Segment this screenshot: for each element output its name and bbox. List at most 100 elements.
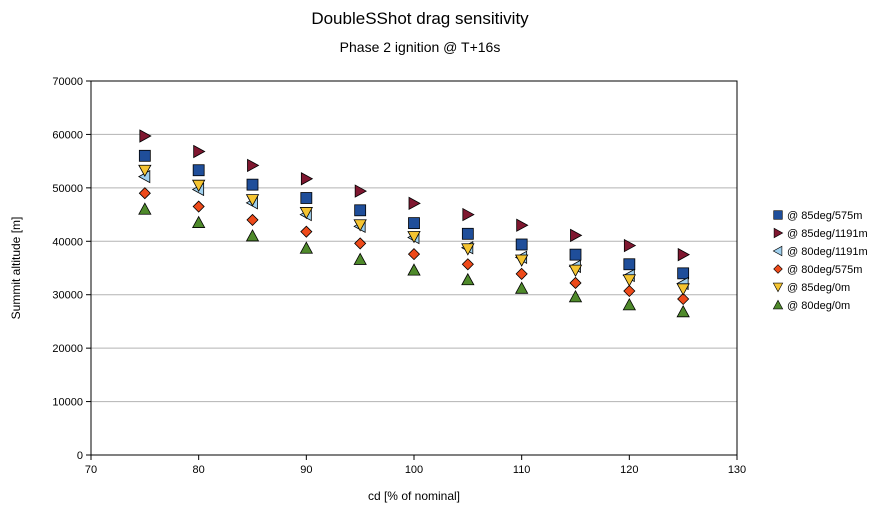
- data-point: [353, 252, 367, 265]
- data-point: [138, 187, 151, 200]
- legend-marker: [772, 299, 784, 310]
- data-point: [407, 263, 421, 276]
- legend-item: @ 80deg/1191m: [772, 245, 868, 258]
- y-axis-ticks: 0 10000 20000 30000 40000 50000 60000 70000: [52, 76, 91, 462]
- data-point: [514, 281, 529, 294]
- data-point: [246, 213, 259, 226]
- legend-label: @ 85deg/1191m: [787, 228, 868, 240]
- series-4: [138, 164, 690, 296]
- y-tick-label: 30000: [52, 290, 83, 302]
- y-tick-label: 20000: [52, 343, 83, 355]
- data-point: [139, 129, 152, 143]
- data-point: [245, 229, 260, 242]
- data-point: [300, 225, 313, 238]
- data-point: [569, 248, 582, 261]
- x-tick-label: 100: [405, 464, 423, 476]
- data-point: [515, 267, 528, 280]
- legend-marker: [773, 264, 783, 274]
- y-tick-label: 70000: [52, 76, 83, 88]
- data-point: [192, 200, 205, 213]
- x-tick-label: 120: [620, 464, 638, 476]
- data-point: [570, 228, 583, 243]
- legend-marker-group: [773, 227, 784, 239]
- data-point: [408, 217, 420, 230]
- y-tick-label: 0: [77, 450, 83, 462]
- legend-item: @ 85deg/575m: [773, 210, 862, 222]
- data-point: [461, 227, 474, 240]
- legend-label: @ 80deg/1191m: [787, 246, 868, 258]
- legend-marker: [773, 227, 784, 239]
- y-axis-label: Summit altitude [m]: [9, 217, 23, 320]
- data-point: [193, 144, 206, 159]
- data-point: [138, 164, 152, 178]
- data-point: [677, 247, 691, 262]
- legend-label: @ 85deg/575m: [787, 210, 862, 222]
- data-point: [514, 254, 529, 267]
- x-tick-label: 70: [85, 464, 97, 476]
- data-point: [622, 298, 637, 311]
- data-point: [568, 264, 583, 277]
- data-point: [461, 258, 474, 271]
- data-point: [192, 164, 205, 177]
- data-point: [138, 149, 151, 162]
- data-point: [354, 184, 368, 198]
- series-3: [138, 187, 690, 306]
- legend-item: @ 85deg/0m: [772, 282, 850, 294]
- legend-label: @ 85deg/0m: [787, 282, 850, 294]
- y-tick-label: 40000: [52, 236, 83, 248]
- data-point: [247, 158, 260, 173]
- y-tick-label: 10000: [52, 397, 83, 409]
- data-point: [191, 179, 206, 193]
- legend-item: @ 80deg/575m: [773, 264, 862, 276]
- data-point: [408, 196, 421, 211]
- legend-marker-group: [773, 264, 783, 274]
- data-point: [191, 215, 206, 228]
- data-point: [300, 172, 314, 186]
- data-point: [246, 178, 259, 191]
- chart-title: DoubleSShot drag sensitivity: [311, 9, 529, 28]
- data-point: [353, 219, 367, 232]
- data-point: [354, 237, 367, 250]
- legend-item: @ 80deg/0m: [772, 299, 850, 312]
- data-point: [676, 304, 690, 318]
- legend-marker: [772, 245, 783, 257]
- series-0: [138, 149, 690, 280]
- x-axis-label: cd [% of nominal]: [368, 489, 460, 503]
- data-point: [299, 241, 314, 254]
- legend-item: @ 85deg/1191m: [773, 227, 868, 240]
- chart-subtitle: Phase 2 ignition @ T+16s: [340, 39, 501, 55]
- series-1: [139, 129, 691, 262]
- data-point: [623, 284, 636, 298]
- legend-label: @ 80deg/575m: [787, 264, 862, 276]
- x-tick-label: 80: [193, 464, 205, 476]
- legend-marker: [772, 282, 784, 293]
- y-tick-label: 50000: [52, 183, 83, 195]
- legend-label: @ 80deg/0m: [787, 300, 850, 312]
- data-point: [299, 207, 314, 220]
- data-point: [677, 267, 690, 280]
- data-point: [623, 238, 637, 253]
- data-point: [245, 194, 260, 207]
- legend-marker-group: [772, 282, 784, 293]
- legend-marker-group: [772, 245, 783, 257]
- data-points: [137, 129, 691, 318]
- data-point: [569, 276, 582, 290]
- legend-marker-group: [772, 299, 784, 310]
- data-point: [462, 207, 475, 222]
- x-tick-label: 90: [300, 464, 312, 476]
- data-point: [407, 248, 421, 261]
- legend: @ 85deg/575m @ 85deg/1191m @ 80deg/1191m @ …: [772, 210, 868, 312]
- legend-marker-group: [773, 210, 783, 220]
- data-point: [623, 258, 636, 271]
- data-point: [622, 274, 637, 287]
- data-point: [300, 192, 313, 204]
- data-point: [568, 290, 583, 303]
- legend-marker: [773, 210, 783, 220]
- data-point: [354, 204, 367, 217]
- data-point: [138, 202, 152, 215]
- data-point: [407, 231, 421, 244]
- data-point: [515, 238, 528, 251]
- y-tick-label: 60000: [52, 129, 83, 141]
- x-axis-ticks: 70 80 90 100 110 120 130: [85, 455, 746, 476]
